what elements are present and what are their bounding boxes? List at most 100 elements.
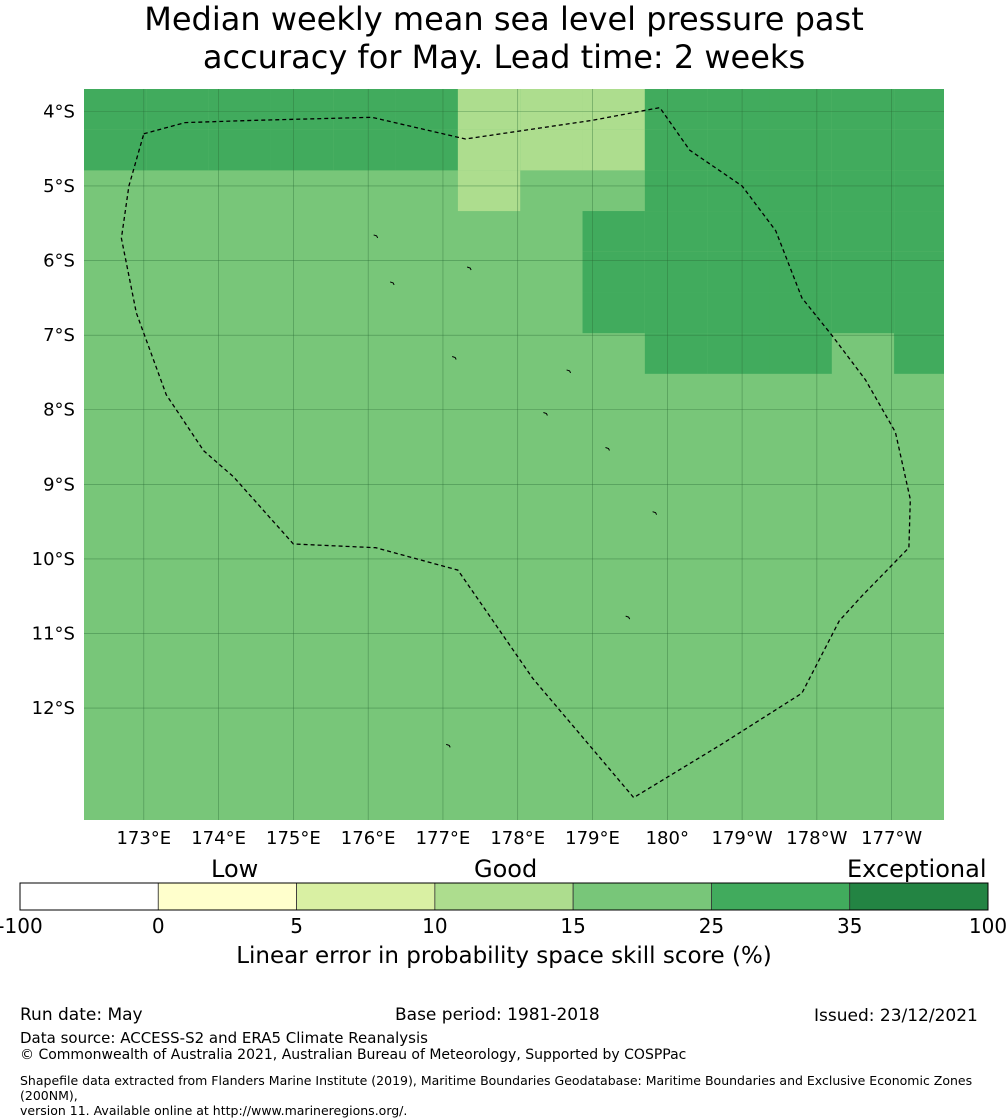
longitude-tick-label: 176°E <box>341 828 396 849</box>
grid-cell <box>769 333 832 374</box>
colorbar-axis-label: Linear error in probability space skill … <box>236 943 772 969</box>
graticule <box>84 89 944 820</box>
grid-cell <box>831 129 895 171</box>
grid-cell <box>644 170 708 212</box>
grid-cell <box>582 211 645 252</box>
grid-cell <box>707 170 770 212</box>
grid-cell <box>208 129 271 171</box>
colorbar <box>19 882 989 911</box>
grid-cell <box>582 251 645 293</box>
colorbar-heading-low: Low <box>211 855 259 883</box>
grid-cell <box>707 333 770 374</box>
shapefile-credit: Shapefile data extracted from Flanders M… <box>20 1073 1008 1118</box>
longitude-tick-label: 174°E <box>191 828 246 849</box>
colorbar-segment <box>572 882 712 911</box>
grid-cell <box>208 89 271 130</box>
eez-boundary-line <box>120 106 911 799</box>
grid-cell <box>769 251 832 293</box>
island-nui <box>452 356 457 360</box>
latitude-tick-label: 7°S <box>43 325 75 346</box>
issued-date: Issued: 23/12/2021 <box>814 1006 978 1026</box>
grid-cell <box>270 89 334 130</box>
colorbar-tick-label: 0 <box>151 914 165 938</box>
grid-cell <box>582 89 645 130</box>
longitude-tick-label: 175°E <box>266 828 321 849</box>
grid-cell <box>582 129 645 171</box>
grid-cell <box>894 251 944 293</box>
grid-cell <box>707 292 770 334</box>
grid-cell <box>894 211 944 252</box>
grid-cell <box>831 292 895 334</box>
longitude-tick-label: 180° <box>646 828 689 849</box>
island-outlines <box>373 234 658 748</box>
longitude-tick-label: 173°E <box>116 828 171 849</box>
colorbar-tick-label: -100 <box>0 914 43 938</box>
grid-cell <box>769 89 832 130</box>
grid-cell <box>520 129 583 171</box>
grid-cell <box>831 211 895 252</box>
grid-cell <box>333 129 396 171</box>
data-source: Data source: ACCESS-S2 and ERA5 Climate … <box>20 1029 428 1047</box>
grid-cell <box>146 89 209 130</box>
colorbar-heading-exceptional: Exceptional <box>847 855 987 883</box>
base-period: Base period: 1981-2018 <box>395 1005 600 1025</box>
grid-cell <box>707 211 770 252</box>
grid-cell <box>707 129 770 171</box>
grid-cell <box>894 292 944 334</box>
grid-cell <box>831 89 895 130</box>
shapefile-credit-line-1: Shapefile data extracted from Flanders M… <box>20 1073 973 1103</box>
title-line-2: accuracy for May. Lead time: 2 weeks <box>202 38 806 76</box>
grid-cell <box>146 129 209 171</box>
grid-cell <box>644 333 708 374</box>
colorbar-tick-label: 15 <box>560 914 586 938</box>
island-nukulaelae <box>652 511 658 515</box>
longitude-tick-labels: 173°E 174°E 175°E 176°E 177°E 178°E 179°E 180° 1… <box>116 828 922 849</box>
title-line-1: Median weekly mean sea level pressure pa… <box>144 0 864 38</box>
colorbar-tick-label: 100 <box>968 914 1008 938</box>
grid-cell <box>644 129 708 171</box>
grid-cell <box>894 89 944 130</box>
grid-cell <box>84 129 147 171</box>
run-date: Run date: May <box>20 1005 143 1025</box>
map-title: Median weekly mean sea level pressure pa… <box>0 0 1008 76</box>
colorbar-tick-label: 10 <box>422 914 448 938</box>
colorbar-segment <box>19 882 159 911</box>
island-nanumanga <box>389 281 395 286</box>
longitude-tick-label: 178°W <box>786 828 847 849</box>
colorbar-segment <box>711 882 851 911</box>
island-niulakita <box>625 615 631 620</box>
shapefile-credit-line-2: version 11. Available online at http://w… <box>20 1103 408 1118</box>
longitude-tick-label: 178°E <box>490 828 545 849</box>
colorbar-heading-good: Good <box>474 855 538 883</box>
grid-cell <box>333 89 396 130</box>
colorbar-tick-label: 25 <box>698 914 725 938</box>
colorbar-segment <box>157 882 297 911</box>
grid-cell <box>457 129 521 171</box>
latitude-tick-label: 12°S <box>32 698 75 719</box>
island-nukufetau <box>543 411 548 416</box>
grid-cell <box>644 251 708 293</box>
grid-cell <box>457 170 521 212</box>
grid-cell <box>520 89 583 130</box>
island-funafuti <box>605 447 610 451</box>
latitude-tick-label: 10°S <box>32 549 75 570</box>
grid-cell <box>769 170 832 212</box>
latitude-tick-label: 4°S <box>43 101 75 122</box>
island-niutao <box>466 266 472 271</box>
grid-cell <box>707 251 770 293</box>
grid-cell <box>831 251 895 293</box>
skill-score-grid <box>84 89 944 820</box>
longitude-tick-label: 177°W <box>861 828 922 849</box>
island-rotuma <box>446 743 451 748</box>
grid-cell <box>707 89 770 130</box>
latitude-tick-label: 5°S <box>43 176 75 197</box>
grid-cell <box>644 211 708 252</box>
grid-cell <box>894 333 944 374</box>
grid-cell <box>84 89 147 130</box>
longitude-tick-label: 179°E <box>565 828 620 849</box>
island-vaitupu <box>566 369 572 374</box>
grid-cell <box>457 89 521 130</box>
island-nanumea <box>373 234 379 239</box>
colorbar-segment <box>434 882 574 911</box>
grid-cell <box>395 129 458 171</box>
